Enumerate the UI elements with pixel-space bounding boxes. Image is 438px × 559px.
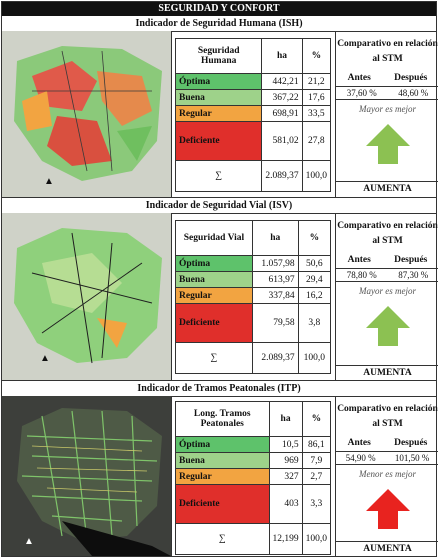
col-label: Seguridad Humana: [174, 38, 263, 74]
north-arrow-icon: ▲: [44, 176, 54, 187]
ish-comparison: Comparativo en relación al STM Antes Des…: [335, 31, 438, 197]
ish-map: ▲: [2, 31, 172, 197]
itp-comparison: Comparativo en relación al STM Antes Des…: [335, 396, 438, 556]
section-itp: Indicador de Tramos Peatonales (ITP) ▲ L…: [2, 381, 438, 556]
north-arrow-icon: ▲: [24, 536, 34, 547]
better-note: Mayor es mejor: [359, 104, 416, 114]
row-label: Deficiente: [174, 121, 263, 161]
itp-table: Long. Tramos Peatonales ha % Óptima 10,5…: [175, 401, 332, 555]
row-pct: 27,8: [301, 121, 332, 161]
col-ha: ha: [261, 38, 303, 74]
row-ha: 367,22: [261, 89, 303, 106]
row-ha: 337,84: [251, 287, 299, 304]
row-label: Buena: [175, 452, 270, 469]
row-ha: 581,02: [261, 121, 303, 161]
isv-map: ▲: [2, 213, 172, 380]
isv-table: Seguridad Vial ha % Óptima 1.057,98 50,6…: [175, 220, 332, 374]
antes-label: Antes: [347, 438, 371, 448]
section-ish: Indicador de Seguridad Humana (ISH) ▲ Se…: [2, 16, 438, 198]
row-label: Óptima: [175, 255, 253, 272]
comparison-title: Comparativo en relación al STM: [337, 39, 438, 64]
better-note: Menor es mejor: [359, 469, 416, 479]
antes-value: 78,80 %: [346, 270, 377, 280]
up-arrow-icon: [336, 487, 438, 531]
despues-value: 48,60 %: [398, 88, 429, 98]
row-ha: 327: [268, 468, 303, 485]
despues-label: Después: [394, 73, 428, 83]
despues-value: 101,50 %: [394, 453, 430, 463]
row-pct: 86,1: [301, 436, 332, 453]
row-ha: 698,91: [261, 105, 303, 122]
col-pct: %: [301, 401, 332, 437]
row-ha: 403: [268, 484, 303, 524]
row-ha: 1.057,98: [251, 255, 299, 272]
row-ha: 10,5: [268, 436, 303, 453]
col-pct: %: [301, 38, 332, 74]
despues-value: 87,30 %: [398, 270, 429, 280]
col-ha: ha: [268, 401, 303, 437]
comparison-title: Comparativo en relación al STM: [337, 221, 438, 246]
comparison-title: Comparativo en relación al STM: [337, 404, 438, 429]
antes-label: Antes: [347, 73, 371, 83]
col-pct: %: [297, 220, 332, 256]
row-label: Regular: [175, 287, 253, 304]
total-ha: 2.089,37: [261, 160, 303, 192]
up-arrow-icon: [336, 304, 438, 348]
section-title: Indicador de Seguridad Vial (ISV): [2, 198, 436, 214]
row-label: Regular: [174, 105, 263, 122]
col-label: Seguridad Vial: [175, 220, 253, 256]
page-title: SEGURIDAD Y CONFORT: [2, 2, 436, 16]
trend-label: AUMENTA: [336, 541, 438, 556]
row-ha: 969: [268, 452, 303, 469]
row-label: Óptima: [175, 436, 270, 453]
total-pct: 100,0: [301, 523, 332, 555]
total-pct: 100,0: [301, 160, 332, 192]
row-pct: 16,2: [297, 287, 332, 304]
ish-table: Seguridad Humana ha % Óptima 442,21 21,2…: [174, 38, 332, 192]
trend-label: AUMENTA: [336, 365, 438, 380]
total-ha: 2.089,37: [251, 342, 299, 374]
up-arrow-icon: [336, 122, 438, 166]
antes-label: Antes: [347, 255, 371, 265]
trend-label: AUMENTA: [336, 181, 438, 196]
antes-value: 37,60 %: [346, 88, 377, 98]
row-pct: 3,3: [301, 484, 332, 524]
col-label: Long. Tramos Peatonales: [175, 401, 270, 437]
row-label: Deficiente: [175, 303, 253, 343]
section-title: Indicador de Seguridad Humana (ISH): [2, 16, 436, 32]
row-ha: 613,97: [251, 271, 299, 288]
north-arrow-icon: ▲: [40, 353, 50, 364]
col-ha: ha: [251, 220, 299, 256]
sum-symbol: ∑: [174, 160, 263, 192]
sum-symbol: ∑: [175, 523, 270, 555]
row-label: Buena: [175, 271, 253, 288]
itp-map: ▲: [2, 396, 172, 556]
row-label: Deficiente: [175, 484, 270, 524]
row-pct: 7,9: [301, 452, 332, 469]
row-pct: 50,6: [297, 255, 332, 272]
row-label: Óptima: [174, 73, 263, 90]
row-ha: 79,58: [251, 303, 299, 343]
row-pct: 29,4: [297, 271, 332, 288]
better-note: Mayor es mejor: [359, 286, 416, 296]
row-pct: 17,6: [301, 89, 332, 106]
row-label: Regular: [175, 468, 270, 485]
sum-symbol: ∑: [175, 342, 253, 374]
despues-label: Después: [394, 255, 428, 265]
row-pct: 3,8: [297, 303, 332, 343]
total-pct: 100,0: [297, 342, 332, 374]
row-pct: 33,5: [301, 105, 332, 122]
total-ha: 12,199: [268, 523, 303, 555]
row-label: Buena: [174, 89, 263, 106]
section-title: Indicador de Tramos Peatonales (ITP): [2, 381, 436, 397]
row-pct: 2,7: [301, 468, 332, 485]
row-ha: 442,21: [261, 73, 303, 90]
despues-label: Después: [394, 438, 428, 448]
row-pct: 21,2: [301, 73, 332, 90]
section-isv: Indicador de Seguridad Vial (ISV) ▲ Segu…: [2, 198, 438, 381]
antes-value: 54,90 %: [345, 453, 376, 463]
isv-comparison: Comparativo en relación al STM Antes Des…: [335, 213, 438, 380]
